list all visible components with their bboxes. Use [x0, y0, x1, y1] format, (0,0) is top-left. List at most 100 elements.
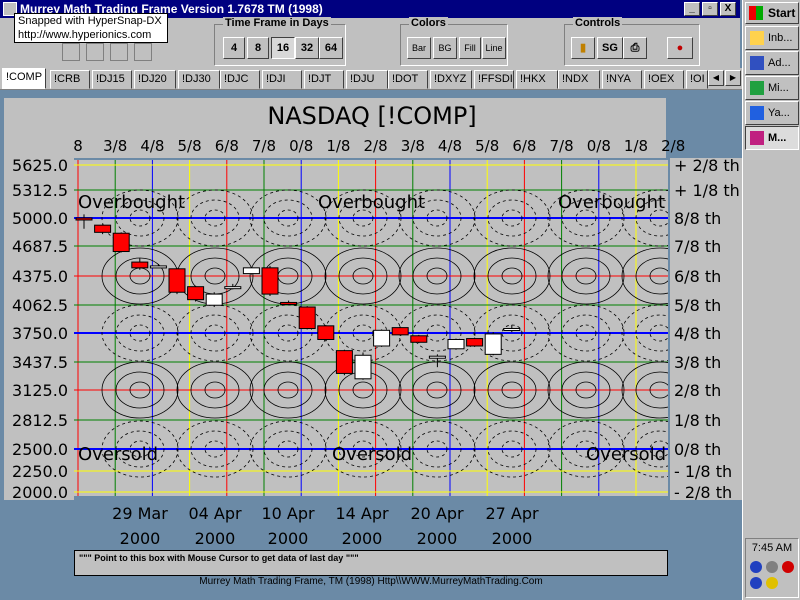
clock[interactable]: 7:45 AM [751, 542, 793, 554]
y-tick-label: 3437.5 [12, 353, 68, 372]
top-tick-label: 6/8 [215, 137, 239, 155]
display-icon[interactable] [750, 577, 762, 589]
color-line-button[interactable]: Line [482, 37, 506, 59]
task-inbox[interactable]: Inb... [745, 26, 799, 50]
task-mi-label: Mi... [768, 82, 789, 94]
table-icon[interactable] [86, 43, 104, 61]
tab-scroll-right-icon[interactable]: ▶ [725, 70, 741, 86]
x-date-label: 10 Apr [261, 504, 315, 523]
timeframe-64-button[interactable]: 64 [319, 37, 343, 59]
annotations: Overbought Overbought Overbought Oversold Ov… [78, 192, 666, 465]
grid-icon[interactable] [62, 43, 80, 61]
hypersnap-watermark: Snapped with HyperSnap-DX http://www.hyp… [14, 13, 168, 43]
murrey-arc [473, 304, 551, 362]
task-mi[interactable]: Mi... [745, 76, 799, 100]
tab-dot[interactable]: !DOT [388, 70, 428, 89]
zoom-icon[interactable] [134, 43, 152, 61]
top-tick-label: 2/8 [661, 137, 685, 155]
murrey-arc [412, 430, 462, 468]
tab-djt[interactable]: !DJT [304, 70, 344, 89]
y-tick-label: 4687.5 [12, 237, 68, 256]
candle-body [112, 232, 130, 253]
sg-button[interactable]: SG [597, 37, 623, 59]
tab-ndx[interactable]: !NDX [558, 70, 600, 89]
tab-dj30[interactable]: !DJ30 [178, 70, 220, 89]
print-button[interactable]: ⎙ [623, 37, 647, 59]
tab-nya[interactable]: !NYA [602, 70, 642, 89]
top-tick-label: 5/8 [475, 137, 499, 155]
task-ad[interactable]: Ad... [745, 51, 799, 75]
murrey-arc [101, 189, 179, 247]
tab-ffsdi[interactable]: !FFSDI [474, 70, 514, 89]
last-day-data-box[interactable]: """ Point to this box with Mouse Cursor … [74, 550, 668, 576]
color-bg-button[interactable]: BG [433, 37, 457, 59]
symbol-tabbar: !COMP !CRB !DJ15 !DJ20 !DJ30 !DJC !DJI !… [0, 68, 742, 90]
x-year-label: 2000 [195, 529, 236, 548]
restore-button[interactable]: ▫ [702, 2, 718, 16]
y-tick-label: 4062.5 [12, 296, 68, 315]
murrey-arc [263, 314, 313, 352]
stop-button[interactable]: ● [667, 37, 693, 59]
minimize-button[interactable]: _ [684, 2, 700, 16]
tab-oi[interactable]: !OI [686, 70, 708, 89]
volume-icon[interactable] [766, 561, 778, 573]
task-mm[interactable]: M... [745, 126, 799, 150]
y-axis-background [4, 158, 74, 500]
tab-dxyz[interactable]: !DXYZ [430, 70, 472, 89]
tab-oex[interactable]: !OEX [644, 70, 684, 89]
murrey-arc [412, 371, 462, 409]
task-ad-label: Ad... [768, 57, 791, 69]
tab-dj20[interactable]: !DJ20 [134, 70, 176, 89]
murrey-arc [249, 189, 327, 247]
candle-body [466, 338, 484, 347]
tab-dji[interactable]: !DJI [262, 70, 302, 89]
top-tick-label: 3/8 [401, 137, 425, 155]
timeframe-16-button[interactable]: 16 [271, 37, 295, 59]
color-bar-button[interactable]: Bar [407, 37, 431, 59]
murrey-arc [101, 420, 179, 478]
right-tick-label: 7/8 th [674, 237, 721, 256]
murrey-arc [115, 430, 165, 468]
nasdaq-chart[interactable]: NASDAQ [!COMP] 8 3/8 4/8 5/8 6/8 7/8 0/8 1/8 2/8… [0, 0, 742, 600]
right-tick-label: 2/8 th [674, 381, 721, 400]
open-folder-button[interactable]: ▮ [571, 37, 595, 59]
murrey-arc [426, 267, 448, 285]
tab-dju[interactable]: !DJU [346, 70, 388, 89]
hypersnap-line2: http://www.hyperionics.com [18, 29, 152, 41]
murrey-arc [501, 209, 523, 227]
tab-crb[interactable]: !CRB [50, 70, 90, 89]
scheduler-icon[interactable] [766, 577, 778, 589]
murrey-arc [487, 430, 537, 468]
right-tick-label: 6/8 th [674, 267, 721, 286]
task-ya[interactable]: Ya... [745, 101, 799, 125]
murrey-arc [352, 324, 374, 342]
colors-label: Colors [409, 17, 448, 29]
antivirus-icon[interactable] [782, 561, 794, 573]
network-icon[interactable] [750, 561, 762, 573]
murrey-arc [277, 324, 299, 342]
start-button[interactable]: Start [745, 2, 799, 24]
timeframe-8-button[interactable]: 8 [247, 37, 269, 59]
murrey-arc [575, 381, 597, 399]
tab-scroll-left-icon[interactable]: ◀ [708, 70, 724, 86]
overbought-label: Overbought [558, 192, 665, 213]
tab-dj15[interactable]: !DJ15 [92, 70, 132, 89]
app-icon[interactable] [3, 2, 17, 16]
windows-logo-icon [749, 6, 763, 20]
right-axis: + 2/8 th + 1/8 th 8/8 th 7/8 th 6/8 th 5/8 th… [670, 156, 742, 502]
tab-hkx[interactable]: !HKX [516, 70, 558, 89]
close-button[interactable]: X [720, 2, 736, 16]
candle-body [261, 267, 279, 295]
tab-djc[interactable]: !DJC [220, 70, 260, 89]
target-icon[interactable] [110, 43, 128, 61]
tab-comp[interactable]: !COMP [2, 68, 46, 89]
murrey-arc [412, 314, 462, 352]
murrey-arc [487, 314, 537, 352]
color-fill-button[interactable]: Fill [459, 37, 481, 59]
top-tick-label: 1/8 [624, 137, 648, 155]
murrey-arc [649, 267, 668, 285]
candle-body [298, 306, 316, 330]
timeframe-32-button[interactable]: 32 [295, 37, 319, 59]
timeframe-4-button[interactable]: 4 [223, 37, 245, 59]
candle-body [75, 217, 93, 221]
